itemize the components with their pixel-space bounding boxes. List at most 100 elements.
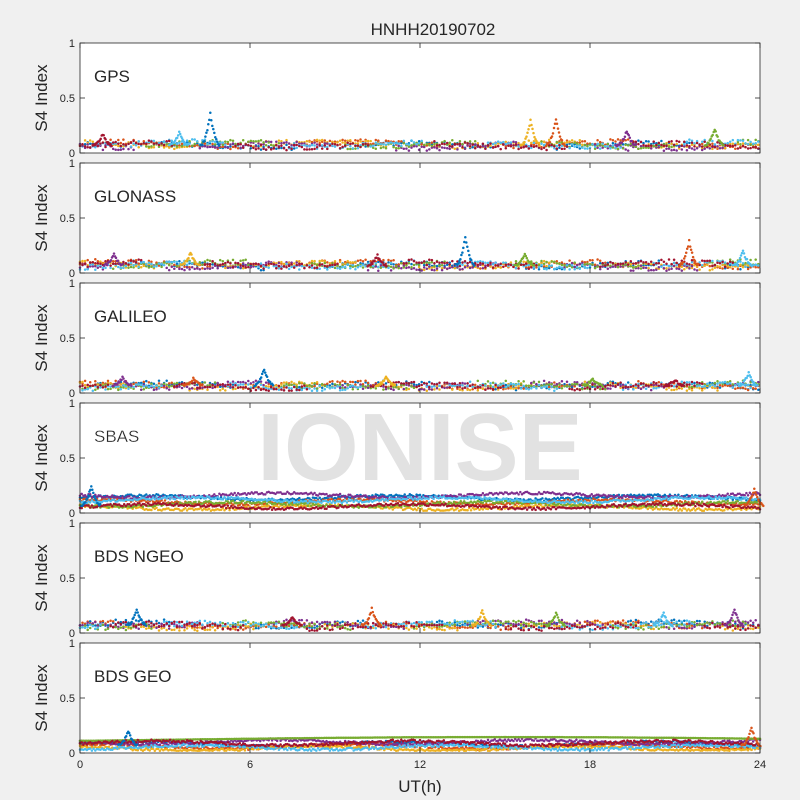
data-point (462, 246, 465, 250)
data-point (514, 140, 518, 144)
data-point (716, 141, 719, 144)
data-point (157, 382, 161, 385)
data-point (320, 389, 324, 392)
data-point (392, 259, 395, 262)
data-point (110, 144, 113, 148)
data-point (433, 265, 436, 268)
data-point (531, 127, 534, 131)
data-point (629, 265, 633, 268)
data-point (341, 141, 344, 144)
data-point (741, 142, 745, 145)
data-point (519, 387, 523, 390)
data-point (703, 384, 706, 388)
data-point (555, 122, 559, 126)
data-point (236, 142, 240, 146)
data-point (598, 140, 602, 144)
data-point (558, 135, 562, 138)
data-point (560, 387, 564, 390)
y-tick-label: 0 (69, 148, 75, 160)
data-point (649, 260, 653, 263)
data-point (397, 266, 400, 270)
data-point (387, 387, 390, 390)
data-point (637, 384, 640, 387)
data-point (598, 265, 602, 268)
data-point (624, 385, 627, 388)
data-point (83, 268, 87, 271)
data-point (517, 141, 520, 145)
data-point (606, 267, 610, 270)
data-point (458, 139, 462, 143)
data-point (688, 245, 692, 248)
data-point (361, 142, 365, 146)
data-point (517, 380, 520, 383)
data-point (86, 146, 89, 149)
data-point (290, 143, 293, 147)
data-point (609, 381, 612, 384)
data-point (170, 265, 174, 269)
data-point (721, 146, 724, 149)
data-point (226, 142, 230, 146)
data-point (405, 142, 408, 146)
data-point (394, 146, 398, 150)
data-point (588, 146, 592, 149)
data-point (509, 141, 513, 144)
data-point (331, 379, 334, 383)
data-point (606, 263, 610, 266)
data-point (496, 142, 500, 145)
data-point (619, 384, 622, 388)
data-point (461, 145, 464, 149)
data-point (547, 264, 551, 267)
data-point (292, 147, 296, 150)
data-point (685, 140, 689, 143)
data-point (119, 141, 123, 145)
data-point (600, 383, 604, 387)
data-point (356, 142, 360, 145)
data-point (132, 260, 135, 263)
data-point (218, 383, 222, 387)
data-point (736, 147, 740, 150)
data-point (361, 263, 365, 267)
data-point (157, 141, 161, 145)
data-point (371, 144, 375, 148)
data-point (491, 262, 495, 266)
data-point (716, 261, 719, 265)
data-point (109, 266, 112, 270)
data-point (509, 382, 513, 385)
data-point (257, 385, 260, 389)
data-point (150, 260, 153, 264)
data-point (132, 148, 135, 152)
data-point (290, 389, 293, 392)
data-point (247, 263, 250, 267)
data-point (540, 263, 543, 267)
data-point (94, 146, 97, 149)
data-point (277, 142, 281, 145)
data-point (351, 147, 355, 150)
data-point (591, 143, 594, 146)
data-point (476, 379, 480, 383)
data-point (468, 380, 472, 383)
data-point (269, 262, 273, 265)
data-point (718, 381, 722, 384)
data-point (152, 382, 156, 386)
data-point (616, 382, 620, 386)
data-point (465, 241, 468, 244)
data-point (376, 253, 379, 256)
data-point (272, 387, 276, 391)
data-point (160, 142, 163, 145)
data-point (402, 139, 406, 143)
data-point (693, 141, 696, 145)
data-point (165, 266, 168, 270)
data-point (502, 387, 505, 391)
data-point (382, 388, 385, 391)
data-point (757, 140, 760, 143)
data-point (229, 138, 232, 142)
data-point (695, 141, 699, 145)
data-point (698, 143, 701, 146)
data-point (206, 143, 209, 146)
data-point (323, 144, 327, 147)
data-point (280, 388, 283, 391)
data-point (129, 145, 133, 148)
data-point (139, 258, 143, 262)
data-point (522, 263, 525, 266)
data-point (751, 145, 755, 149)
